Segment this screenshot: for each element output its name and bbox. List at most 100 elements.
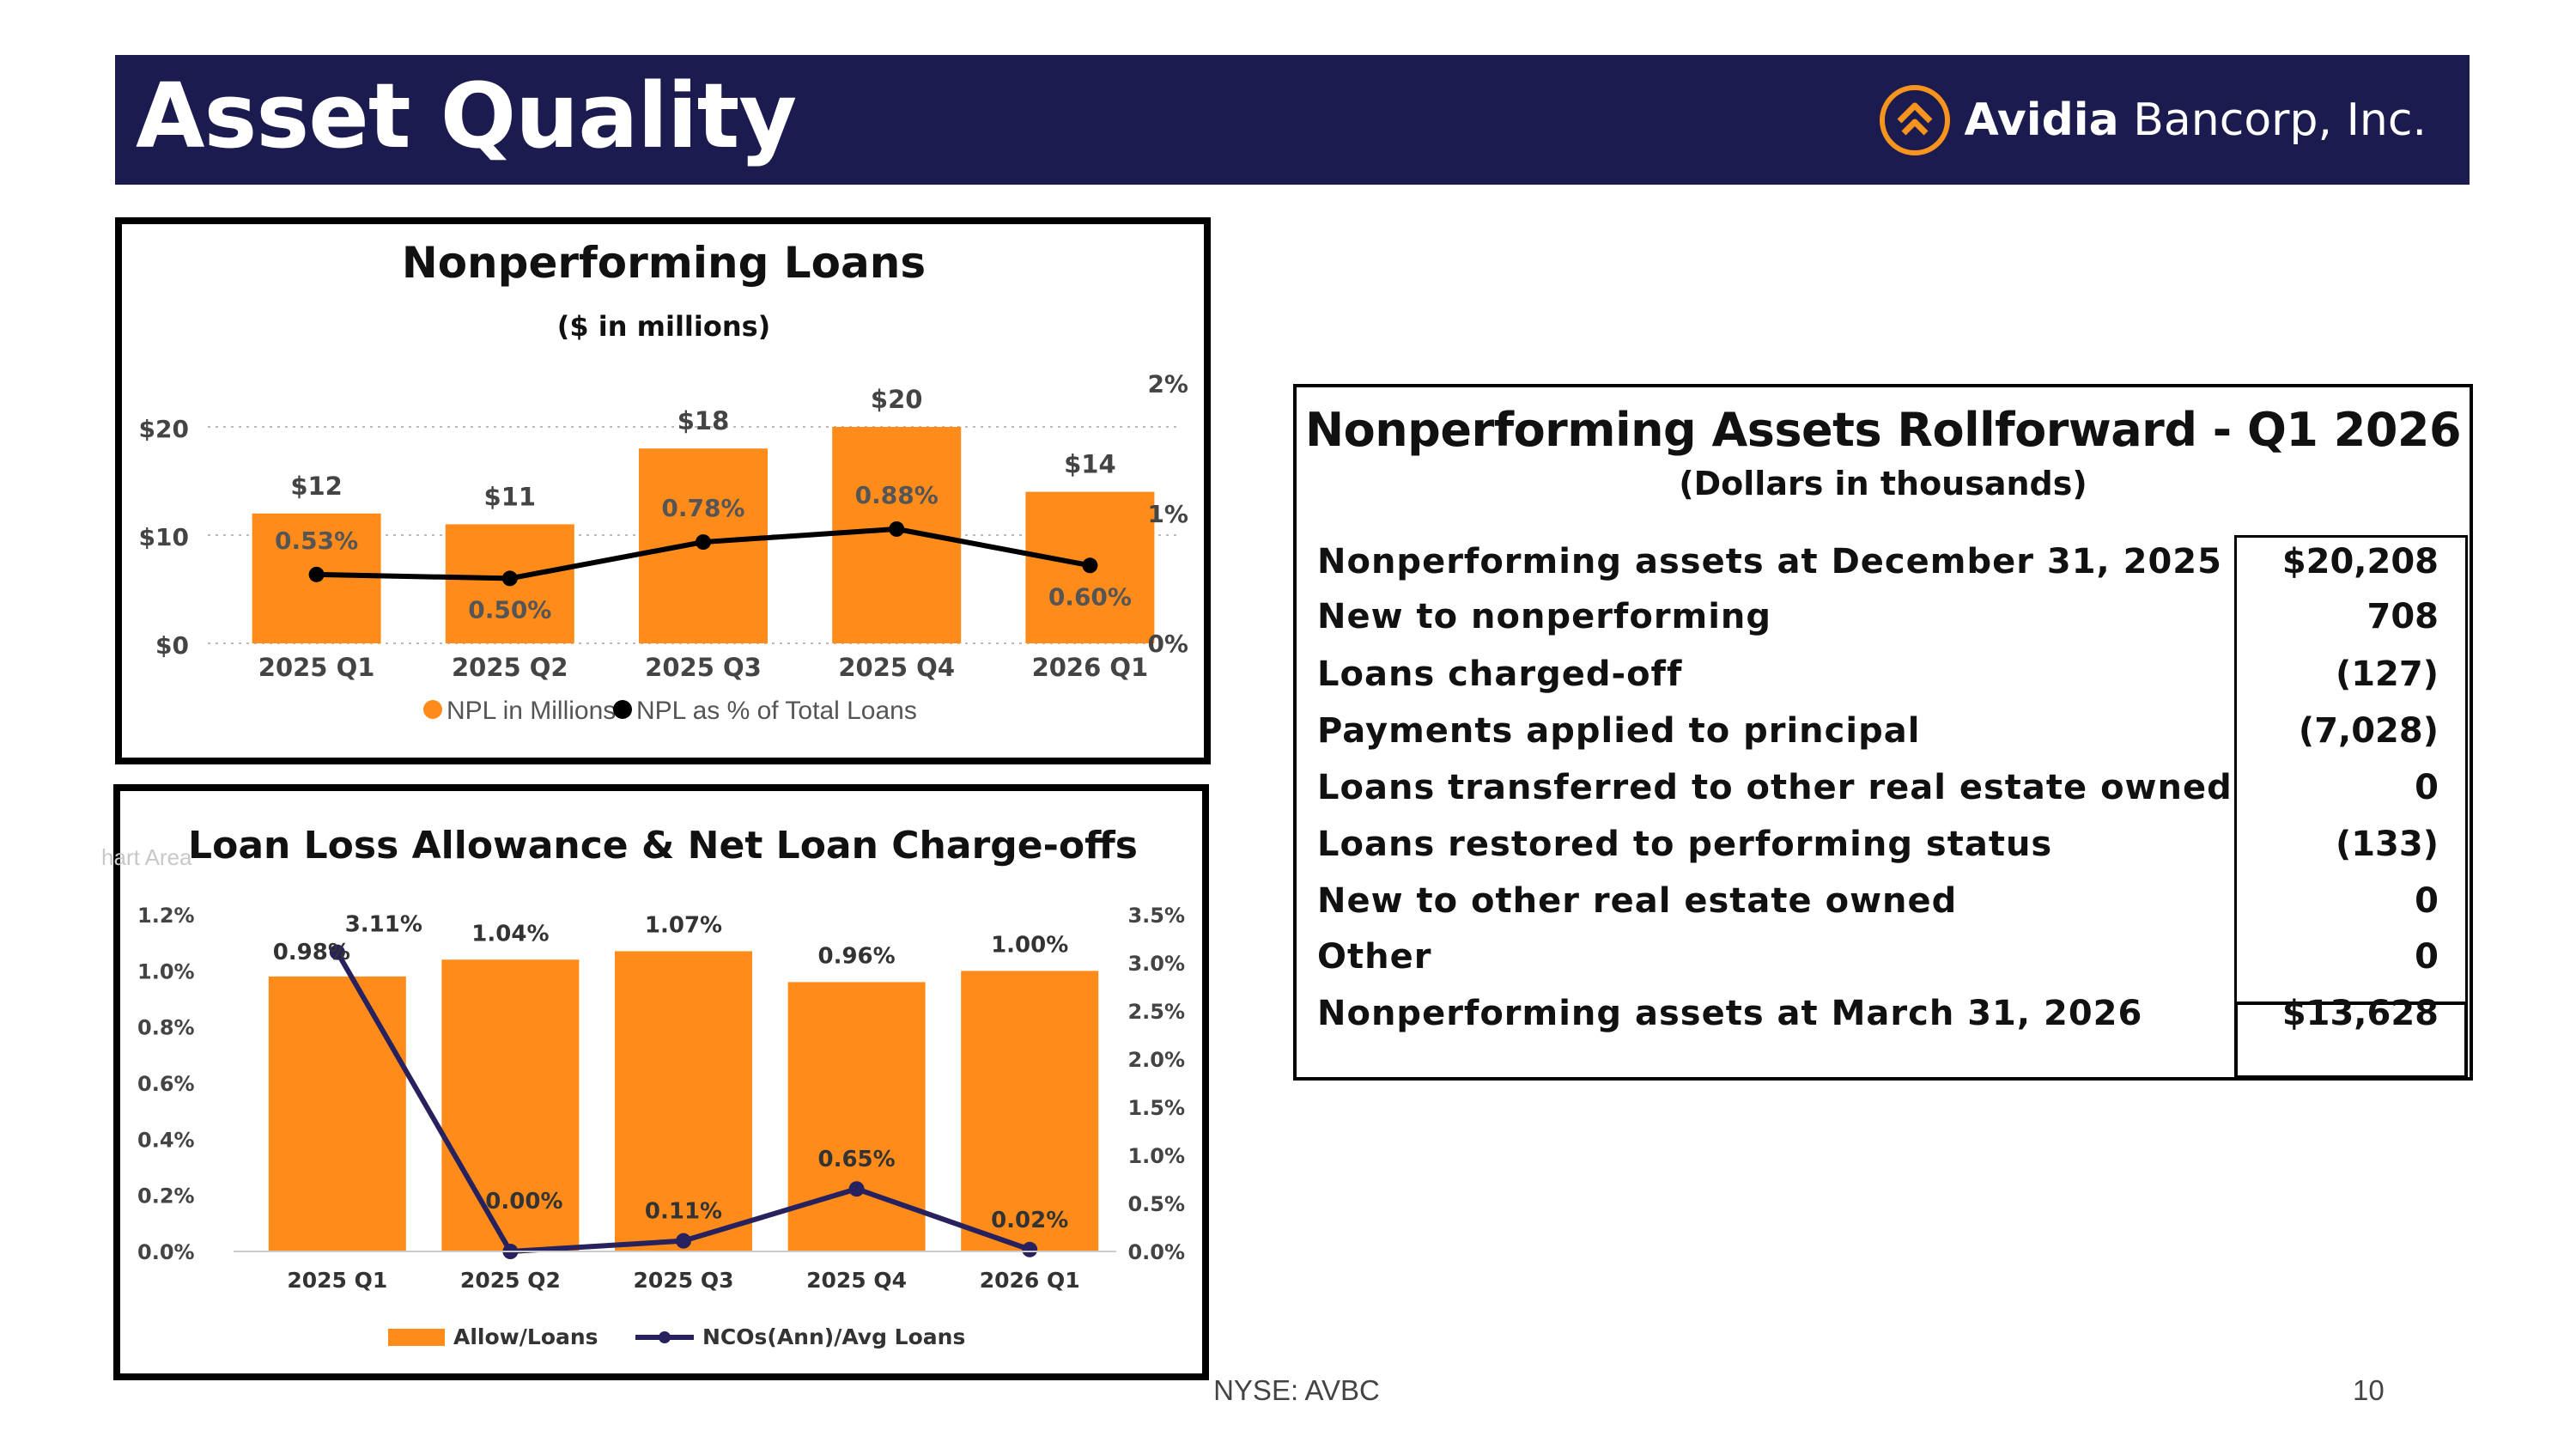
x-tick-label: 2026 Q1 [1032,653,1149,682]
legend-npl-label: NPL in Millions [447,697,616,725]
y-left-tick: 0.6% [137,1072,195,1096]
row-value: (133) [2335,825,2439,864]
row-value: 0 [2415,768,2439,807]
allowance-bar [787,982,926,1251]
legend-pct-label: NPL as % of Total Loans [636,697,917,725]
y-right-tick: 0.5% [1127,1192,1185,1216]
bar-value-label: 1.07% [645,912,722,938]
y-left-tick: $0 [155,631,189,660]
y-right-tick: 1.0% [1127,1144,1185,1168]
legend-nco-label: NCOs(Ann)/Avg Loans [702,1324,965,1349]
npl-pct-point [1082,557,1098,574]
legend-npl-marker [423,700,442,719]
nco-label: 0.02% [991,1208,1068,1233]
table-title: Nonperforming Assets Rollforward - Q1 20… [1304,403,2462,457]
x-tick-label: 2025 Q2 [460,1268,561,1293]
allowance-chart-panel: Loan Loss Allowance & Net Loan Charge-of… [113,784,1209,1380]
pct-label: 0.88% [855,481,939,509]
legend-allow-marker [388,1329,445,1346]
bar-value-label: $18 [677,406,730,435]
row-value: 0 [2415,881,2439,921]
y-right-tick: 0.0% [1127,1240,1185,1264]
nco-label: 3.11% [345,912,422,938]
bar-value-label: $20 [871,385,923,414]
chart-area-watermark: hart Area [101,844,192,870]
allowance-bar [615,951,752,1251]
row-label: Loans restored to performing status [1317,825,2053,864]
row-label: Loans charged-off [1317,654,1683,694]
row-label: Nonperforming assets at December 31, 202… [1317,542,2222,581]
nco-label: 0.65% [817,1147,895,1172]
npl-pct-point [308,566,325,582]
company-logo: Avidia Bancorp, Inc. [1878,84,2427,156]
y-right-tick: 1% [1147,500,1188,528]
legend-allow-label: Allow/Loans [453,1324,598,1349]
npl-chart-panel: Nonperforming Loans ($ in millions) $12 $… [115,217,1211,764]
rollforward-table: Nonperforming Assets Rollforward - Q1 20… [1293,384,2473,1081]
avidia-logo-icon [1880,85,1951,155]
legend-nco-marker [659,1331,671,1343]
chart-subtitle: ($ in millions) [557,310,771,343]
npl-chart: Nonperforming Loans ($ in millions) $12 $… [139,238,1188,725]
bar-value-label: 1.04% [471,921,549,947]
y-left-tick: 1.2% [137,904,195,928]
nco-point [676,1233,691,1249]
bar-value-label: $12 [290,472,343,501]
company-name: Avidia Bancorp, Inc. [1964,94,2427,146]
pct-label: 0.50% [468,595,551,624]
bar-value-label: 0.98% [273,940,350,965]
y-left-tick: $20 [139,415,189,443]
y-right-tick: 3.5% [1127,904,1185,928]
value-column-box [2234,535,2468,1066]
nco-point [329,944,345,960]
y-right-tick: 2.5% [1127,1000,1185,1024]
row-value: (127) [2335,654,2439,694]
x-tick-label: 2025 Q3 [634,1268,734,1293]
npl-pct-point [501,570,518,587]
nco-point [1022,1241,1038,1257]
header-banner: Asset Quality Avidia Bancorp, Inc. [115,55,2470,185]
row-label: Nonperforming assets at March 31, 2026 [1317,994,2143,1033]
page-title: Asset Quality [136,64,797,168]
allowance-chart: Loan Loss Allowance & Net Loan Charge-of… [137,824,1185,1349]
row-label: Other [1317,937,1432,977]
y-left-tick: 1.0% [137,959,195,983]
row-value: 0 [2415,937,2439,977]
nco-label: 0.00% [485,1189,562,1215]
ticker-footer: NYSE: AVBC [1213,1374,1380,1406]
nco-point [848,1181,865,1197]
row-label: New to nonperforming [1317,597,1772,636]
row-value: $13,628 [2281,994,2439,1033]
row-label: Loans transferred to other real estate o… [1317,768,2233,807]
y-right-tick: 0% [1147,630,1188,658]
npl-pct-point [889,521,905,537]
pct-label: 0.60% [1048,582,1132,611]
y-right-tick: 3.0% [1127,952,1185,976]
allowance-bar [961,971,1099,1251]
x-tick-label: 2025 Q1 [287,1268,387,1293]
y-left-tick: 0.4% [137,1128,195,1152]
y-left-tick: 0.0% [137,1240,195,1264]
page-number: 10 [2353,1374,2385,1406]
row-label: New to other real estate owned [1317,881,1958,921]
x-tick-label: 2025 Q1 [258,653,375,682]
x-tick-label: 2025 Q2 [452,653,568,682]
table-subtitle: (Dollars in thousands) [1679,465,2087,502]
chart-title: Loan Loss Allowance & Net Loan Charge-of… [188,824,1138,868]
pct-label: 0.53% [275,527,358,555]
x-tick-label: 2025 Q4 [806,1268,907,1293]
y-left-tick: 0.8% [137,1016,195,1040]
y-right-tick: 2% [1147,370,1188,399]
y-right-tick: 1.5% [1127,1096,1185,1120]
bar-value-label: $14 [1064,450,1116,479]
npl-pct-point [696,534,711,551]
nco-label: 0.11% [645,1199,722,1225]
row-value: (7,028) [2298,711,2439,751]
row-label: Payments applied to principal [1317,711,1921,751]
x-tick-label: 2025 Q3 [645,653,762,682]
row-value: 708 [2366,597,2439,636]
bar-value-label: $11 [484,482,537,511]
y-left-tick: 0.2% [137,1184,195,1209]
y-right-tick: 2.0% [1127,1048,1185,1072]
bar-value-label: 1.00% [991,932,1068,958]
